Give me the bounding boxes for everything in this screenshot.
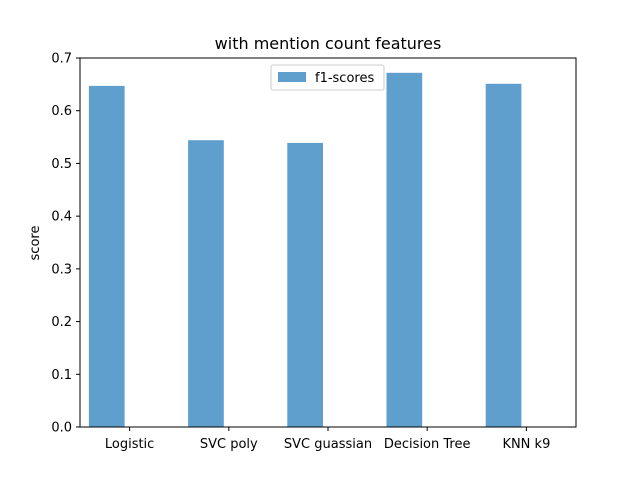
y-axis-ticks: 0.0 0.1 0.2 0.3 0.4 0.5 0.6 0.7: [51, 52, 80, 436]
x-tick-label: SVC guassian: [284, 437, 372, 452]
y-tick-label: 0.1: [51, 368, 72, 383]
y-tick-label: 0.2: [51, 315, 72, 330]
x-tick-label: SVC poly: [200, 437, 258, 452]
bar-svc-poly: [188, 140, 224, 427]
y-tick-label: 0.0: [51, 421, 72, 436]
bar-decision-tree: [386, 72, 423, 428]
x-tick-label: Logistic: [105, 437, 154, 452]
y-tick-label: 0.3: [51, 262, 72, 277]
y-axis-label: score: [28, 226, 43, 261]
legend: f1-scores: [270, 64, 385, 91]
legend-swatch-f1-scores: [278, 72, 306, 82]
legend-box: [270, 64, 385, 91]
x-tick-label: KNN k9: [502, 437, 550, 452]
y-tick-label: 0.4: [51, 210, 72, 225]
bar-svc-guassian: [287, 142, 323, 427]
bar-knn-k9: [485, 83, 522, 428]
y-tick-label: 0.5: [51, 157, 72, 172]
chart-title: with mention count features: [215, 34, 442, 53]
bars-group: [88, 72, 522, 428]
y-tick-label: 0.6: [51, 104, 72, 119]
x-tick-label: Decision Tree: [384, 437, 471, 452]
bar-logistic: [88, 85, 125, 428]
legend-label-f1-scores: f1-scores: [315, 71, 374, 86]
plot-frame: [79, 57, 577, 428]
y-tick-label: 0.7: [51, 52, 72, 67]
x-axis-ticks: Logistic SVC poly SVC guassian Decision Tre…: [105, 427, 550, 452]
